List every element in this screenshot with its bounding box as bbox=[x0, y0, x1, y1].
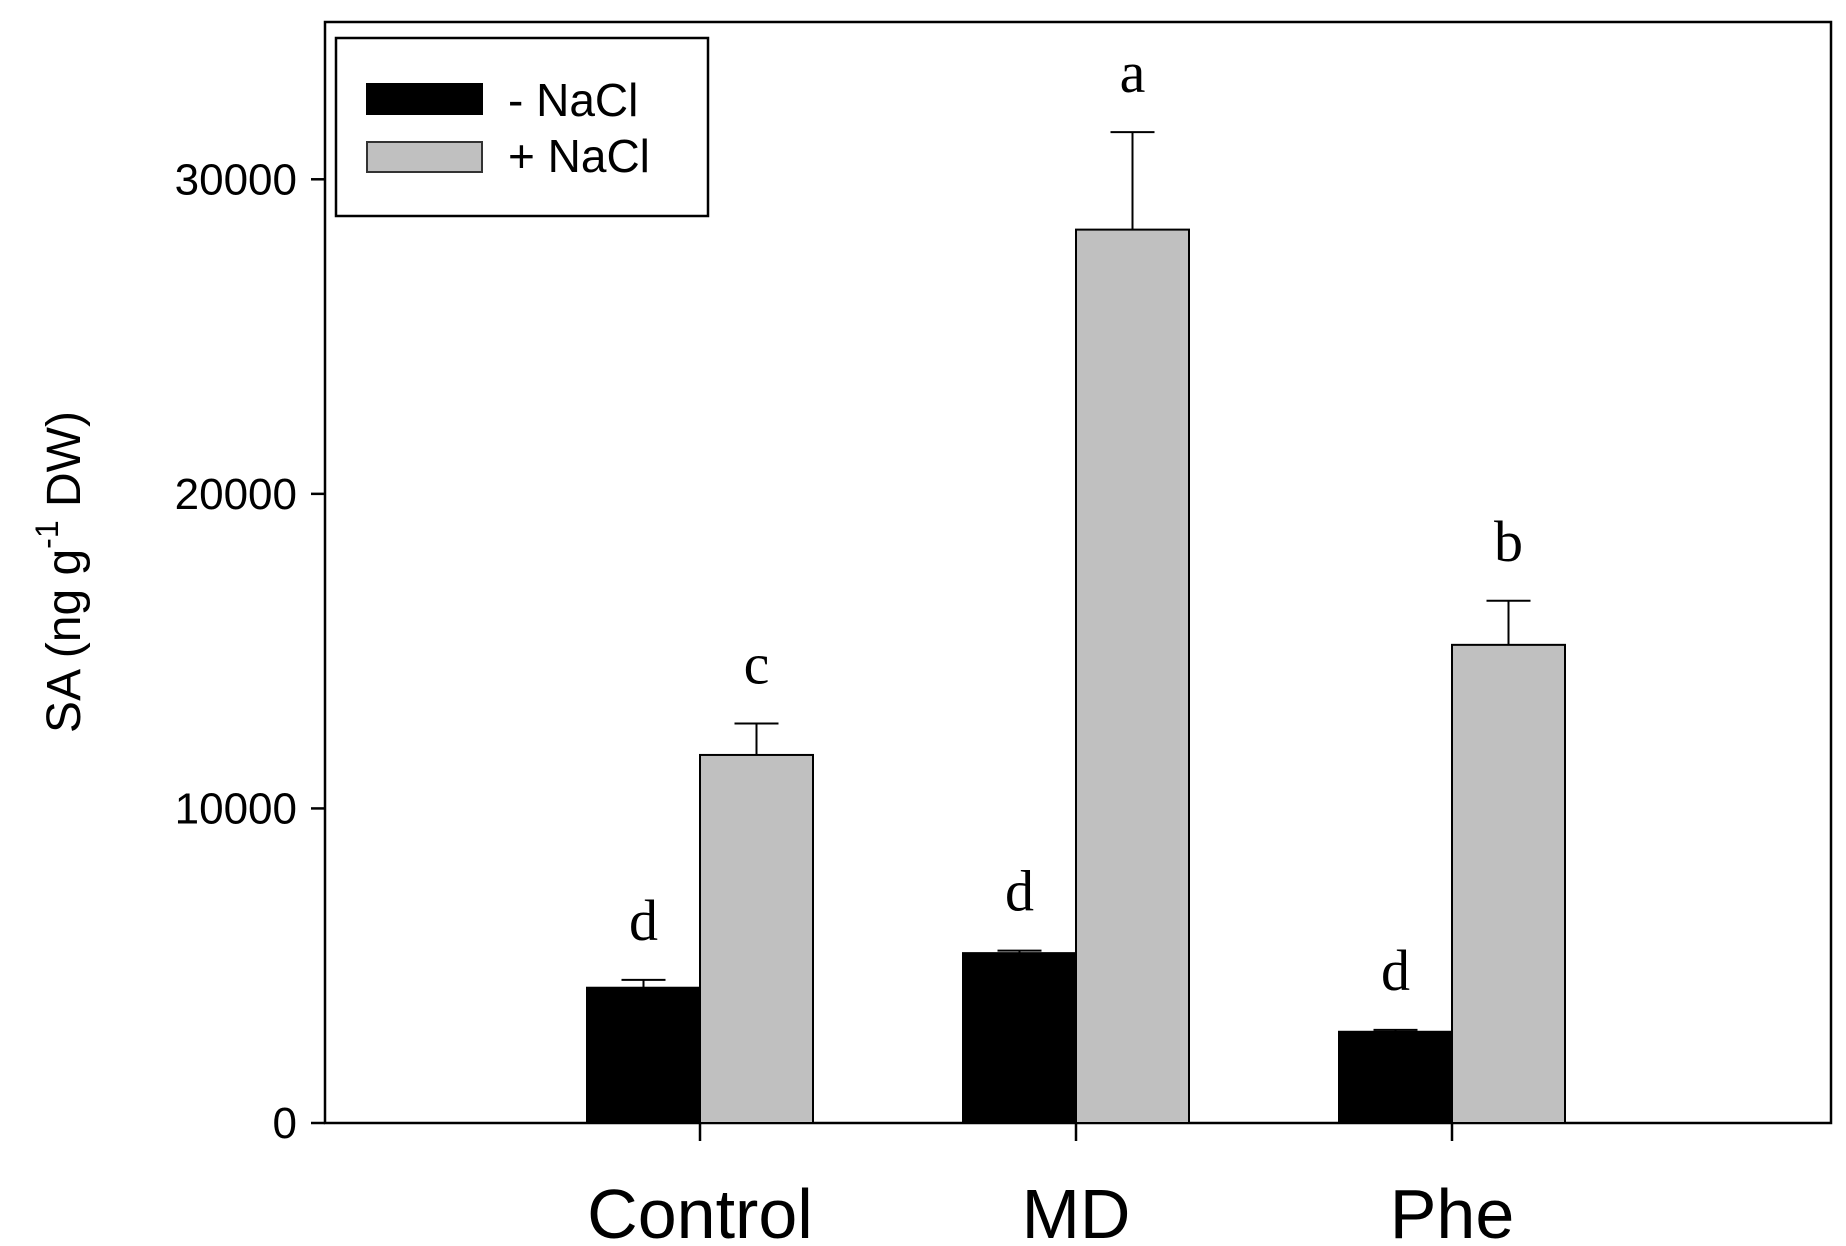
legend-label-minus-nacl: - NaCl bbox=[508, 74, 638, 126]
significance-letter: c bbox=[744, 631, 770, 696]
legend-swatch-plus-nacl bbox=[366, 141, 483, 173]
bar bbox=[1075, 228, 1190, 1125]
x-tick-label: MD bbox=[1022, 1175, 1131, 1246]
y-axis: 0 10000 20000 30000 bbox=[175, 155, 325, 1148]
x-axis: Control MD Phe bbox=[587, 1123, 1514, 1246]
bar bbox=[1338, 1030, 1453, 1125]
y-axis-label: SA (ng g-1 DW) bbox=[29, 411, 91, 733]
bar bbox=[586, 986, 701, 1125]
legend-box bbox=[334, 36, 710, 218]
x-tick-label: Control bbox=[587, 1175, 813, 1246]
y-tick-label: 0 bbox=[273, 1099, 297, 1148]
legend: - NaCl + NaCl bbox=[334, 36, 710, 218]
x-tick-label: Phe bbox=[1390, 1175, 1515, 1246]
significance-letters: d c d a d b bbox=[629, 40, 1523, 1003]
y-tick-label: 10000 bbox=[175, 784, 297, 833]
bar bbox=[699, 753, 814, 1124]
significance-letter: d bbox=[1381, 938, 1410, 1003]
significance-letter: b bbox=[1494, 509, 1523, 574]
y-tick-label: 20000 bbox=[175, 470, 297, 519]
bar bbox=[962, 952, 1077, 1124]
significance-letter: d bbox=[1005, 859, 1034, 924]
legend-swatch-minus-nacl bbox=[366, 83, 483, 115]
significance-letter: d bbox=[629, 888, 658, 953]
bar bbox=[1451, 643, 1566, 1124]
legend-label-plus-nacl: + NaCl bbox=[508, 130, 650, 182]
y-tick-label: 30000 bbox=[175, 155, 297, 204]
significance-letter: a bbox=[1120, 40, 1146, 105]
y-axis-label-superscript: -1 bbox=[29, 520, 65, 548]
y-axis-label-suffix: DW) bbox=[38, 411, 91, 520]
error-bars bbox=[621, 131, 1531, 1032]
y-axis-label-base: SA (ng g bbox=[38, 549, 91, 733]
bars bbox=[586, 228, 1566, 1125]
